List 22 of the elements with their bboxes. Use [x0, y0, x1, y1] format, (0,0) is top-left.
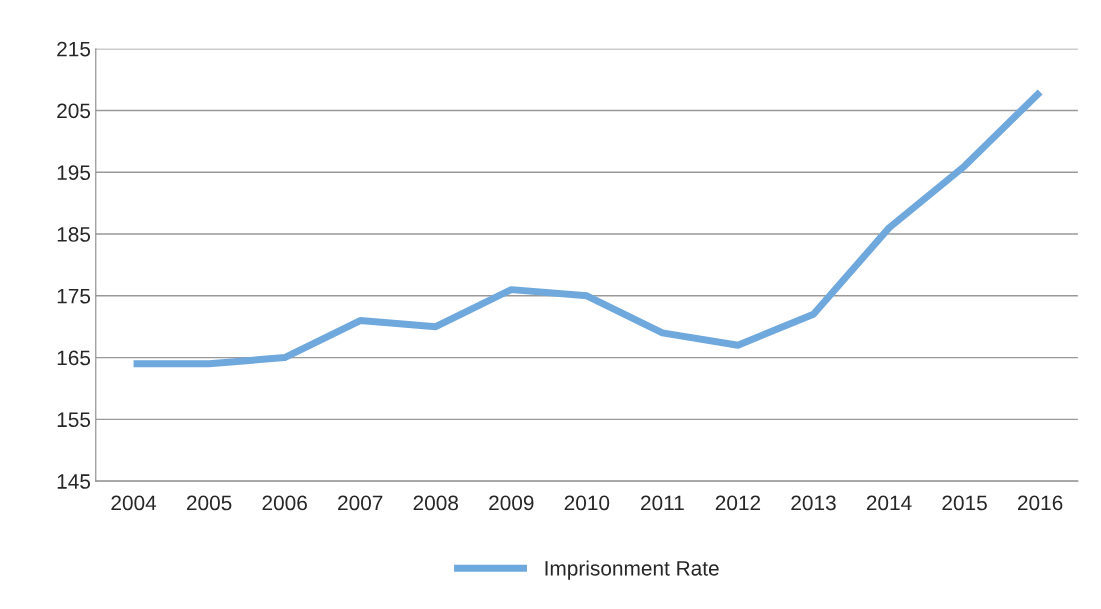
x-tick-label: 2016 [1017, 495, 1063, 511]
y-tick-label: 145 [57, 474, 91, 489]
x-tick-label: 2013 [791, 495, 836, 511]
x-tick-label: 2009 [489, 495, 534, 511]
x-tick-label: 2004 [111, 495, 157, 511]
y-tick-label: 215 [57, 41, 91, 57]
x-tick-label: 2010 [564, 495, 610, 511]
x-tick-label: 2015 [942, 495, 987, 511]
x-tick-label: 2011 [641, 495, 684, 511]
x-tick-label: 2014 [866, 495, 912, 511]
y-tick-label: 165 [57, 350, 91, 366]
x-tick-label: 2006 [262, 495, 307, 511]
x-tick-label: 2007 [338, 495, 383, 511]
x-tick-label: 2008 [413, 495, 459, 511]
y-tick-label: 155 [57, 412, 91, 428]
x-tick-label: 2012 [715, 495, 761, 511]
y-tick-label: 185 [57, 227, 91, 242]
y-tick-label: 175 [57, 289, 91, 304]
legend-label: Imprisonment Rate [545, 560, 719, 580]
x-tick-label: 2005 [186, 495, 232, 511]
y-tick-label: 205 [57, 103, 91, 119]
y-tick-label: 195 [57, 165, 91, 181]
